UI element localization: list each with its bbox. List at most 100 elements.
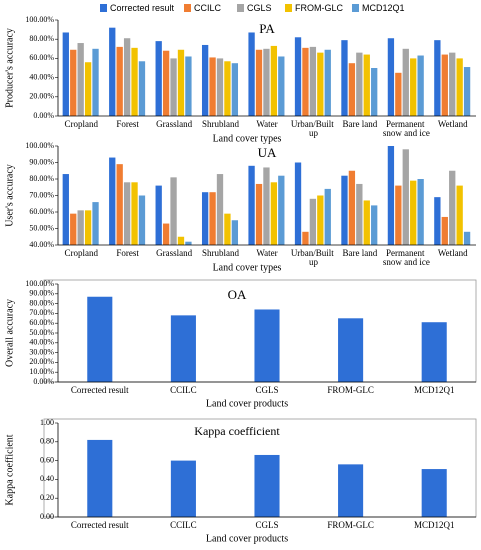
bar: [278, 175, 285, 245]
bar: [363, 54, 370, 116]
bar: [402, 149, 409, 245]
x-tick-label: Shrubland: [202, 248, 239, 258]
bar: [387, 38, 395, 116]
bar: [441, 54, 448, 116]
bar: [449, 170, 456, 245]
x-tick-label: Water: [256, 119, 277, 129]
y-tick-label: 80.00%: [29, 298, 54, 307]
x-axis-label: Land cover types: [213, 133, 282, 144]
x-tick-label: Forest: [116, 119, 139, 129]
chart: 0.00%10.00%20.00%30.00%40.00%50.00%60.00…: [4, 279, 477, 409]
bar: [224, 61, 231, 116]
x-tick-label: Shrubland: [202, 119, 239, 129]
bar: [294, 162, 302, 245]
bar: [402, 48, 409, 116]
x-tick-label: Bare land: [343, 248, 378, 258]
legend-swatch: [100, 4, 107, 12]
bar: [324, 49, 331, 117]
bar: [116, 164, 123, 245]
x-tick-label: Grassland: [156, 248, 192, 258]
bar: [224, 213, 231, 245]
bar: [324, 188, 331, 245]
bar: [138, 61, 146, 116]
y-tick-label: 0.00: [40, 512, 54, 521]
y-tick-label: 0.60: [40, 455, 54, 464]
bar: [185, 241, 192, 245]
bar: [131, 47, 138, 117]
bar: [248, 165, 255, 245]
y-tick-label: 20.00%: [29, 357, 54, 366]
bar: [270, 45, 278, 116]
bar: [434, 40, 441, 116]
bar: [254, 454, 280, 517]
bar: [77, 210, 84, 245]
bar: [231, 220, 239, 245]
bar: [116, 46, 123, 116]
bar: [254, 309, 280, 382]
bar: [62, 174, 69, 245]
bar: [209, 57, 216, 116]
chart-title: PA: [259, 21, 275, 36]
bar: [170, 177, 177, 245]
bar: [363, 200, 370, 245]
bar: [395, 72, 402, 116]
y-tick-label: 80.00%: [29, 174, 54, 183]
x-tick-label: Grassland: [156, 119, 192, 129]
bar: [248, 32, 255, 117]
bar: [138, 195, 146, 245]
bar: [309, 46, 317, 116]
y-tick-label: 90.00%: [29, 289, 54, 298]
y-tick-label: 10.00%: [29, 367, 54, 376]
x-axis-label: Land cover products: [206, 398, 288, 409]
bar: [216, 58, 224, 116]
bar: [456, 185, 463, 245]
x-tick-label: Wetland: [438, 119, 468, 129]
y-tick-label: 60.00%: [29, 207, 54, 216]
bar: [421, 322, 447, 382]
bar: [70, 213, 77, 245]
bar: [356, 183, 363, 245]
y-tick-label: 0.40: [40, 474, 54, 483]
bar: [70, 49, 77, 117]
bar: [341, 40, 348, 116]
x-tick-label: FROM-GLC: [327, 520, 374, 530]
bar: [417, 55, 424, 116]
x-tick-label: FROM-GLC: [327, 385, 374, 395]
legend-swatch: [237, 4, 244, 12]
bar: [216, 174, 224, 245]
x-tick-label: Cropland: [64, 119, 98, 129]
bar: [263, 167, 270, 245]
bar: [463, 67, 471, 116]
bar: [395, 185, 402, 245]
x-tick-label: Forest: [116, 248, 139, 258]
chart: 0.00% 20.00% 40.00% 60.00% 80.00% 100.00% Crop…: [4, 3, 476, 144]
bar: [84, 62, 92, 116]
bar: [123, 38, 131, 116]
bar: [302, 47, 309, 117]
y-tick-label: 40.00%: [29, 338, 54, 347]
bar: [338, 464, 364, 517]
y-tick-label: 40.00%: [29, 72, 54, 81]
bar: [348, 170, 356, 245]
bar: [434, 197, 441, 245]
bar: [185, 56, 192, 116]
bar: [62, 32, 69, 117]
x-tick-label: Cropland: [64, 248, 98, 258]
bar: [421, 469, 447, 517]
x-tick-label: MCD12Q1: [414, 520, 455, 530]
bar: [84, 210, 92, 245]
chart-title: Kappa coefficient: [194, 424, 280, 438]
bar: [338, 318, 364, 382]
x-axis-label: Land cover types: [213, 262, 282, 273]
y-tick-label: 100.00%: [25, 15, 54, 24]
legend-swatch: [184, 4, 191, 12]
y-tick-label: 20.00%: [29, 92, 54, 101]
bar: [294, 37, 302, 116]
x-tick-label: Permanent snow and ice: [383, 119, 430, 138]
bar: [278, 56, 285, 116]
legend-label: CCILC: [194, 3, 222, 13]
bar: [270, 182, 278, 245]
y-tick-label: 50.00%: [29, 328, 54, 337]
bar: [177, 236, 185, 245]
